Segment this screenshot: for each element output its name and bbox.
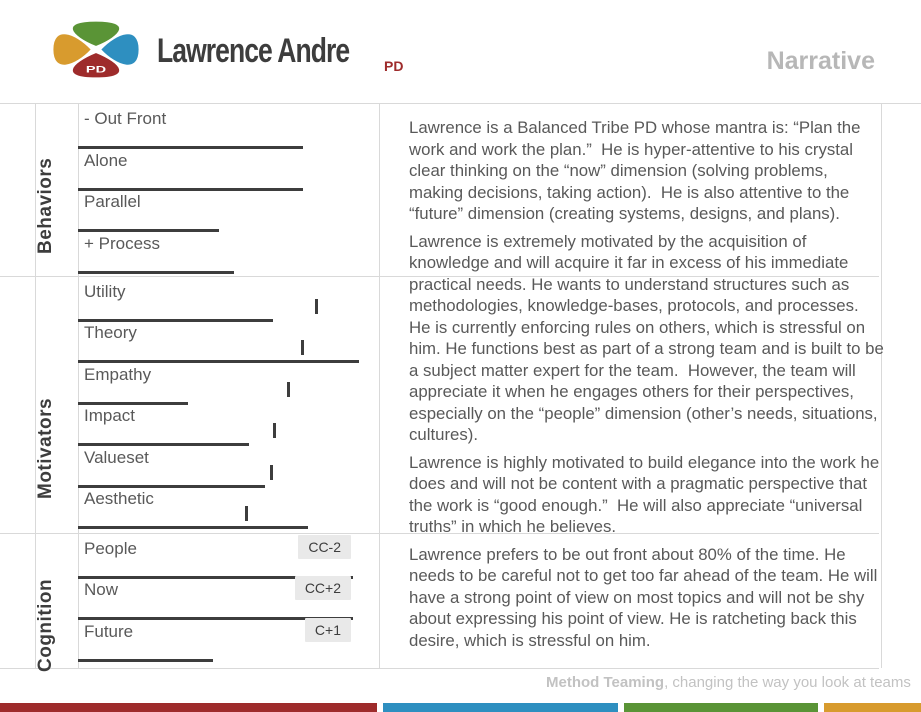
- svg-text:PD: PD: [86, 64, 106, 75]
